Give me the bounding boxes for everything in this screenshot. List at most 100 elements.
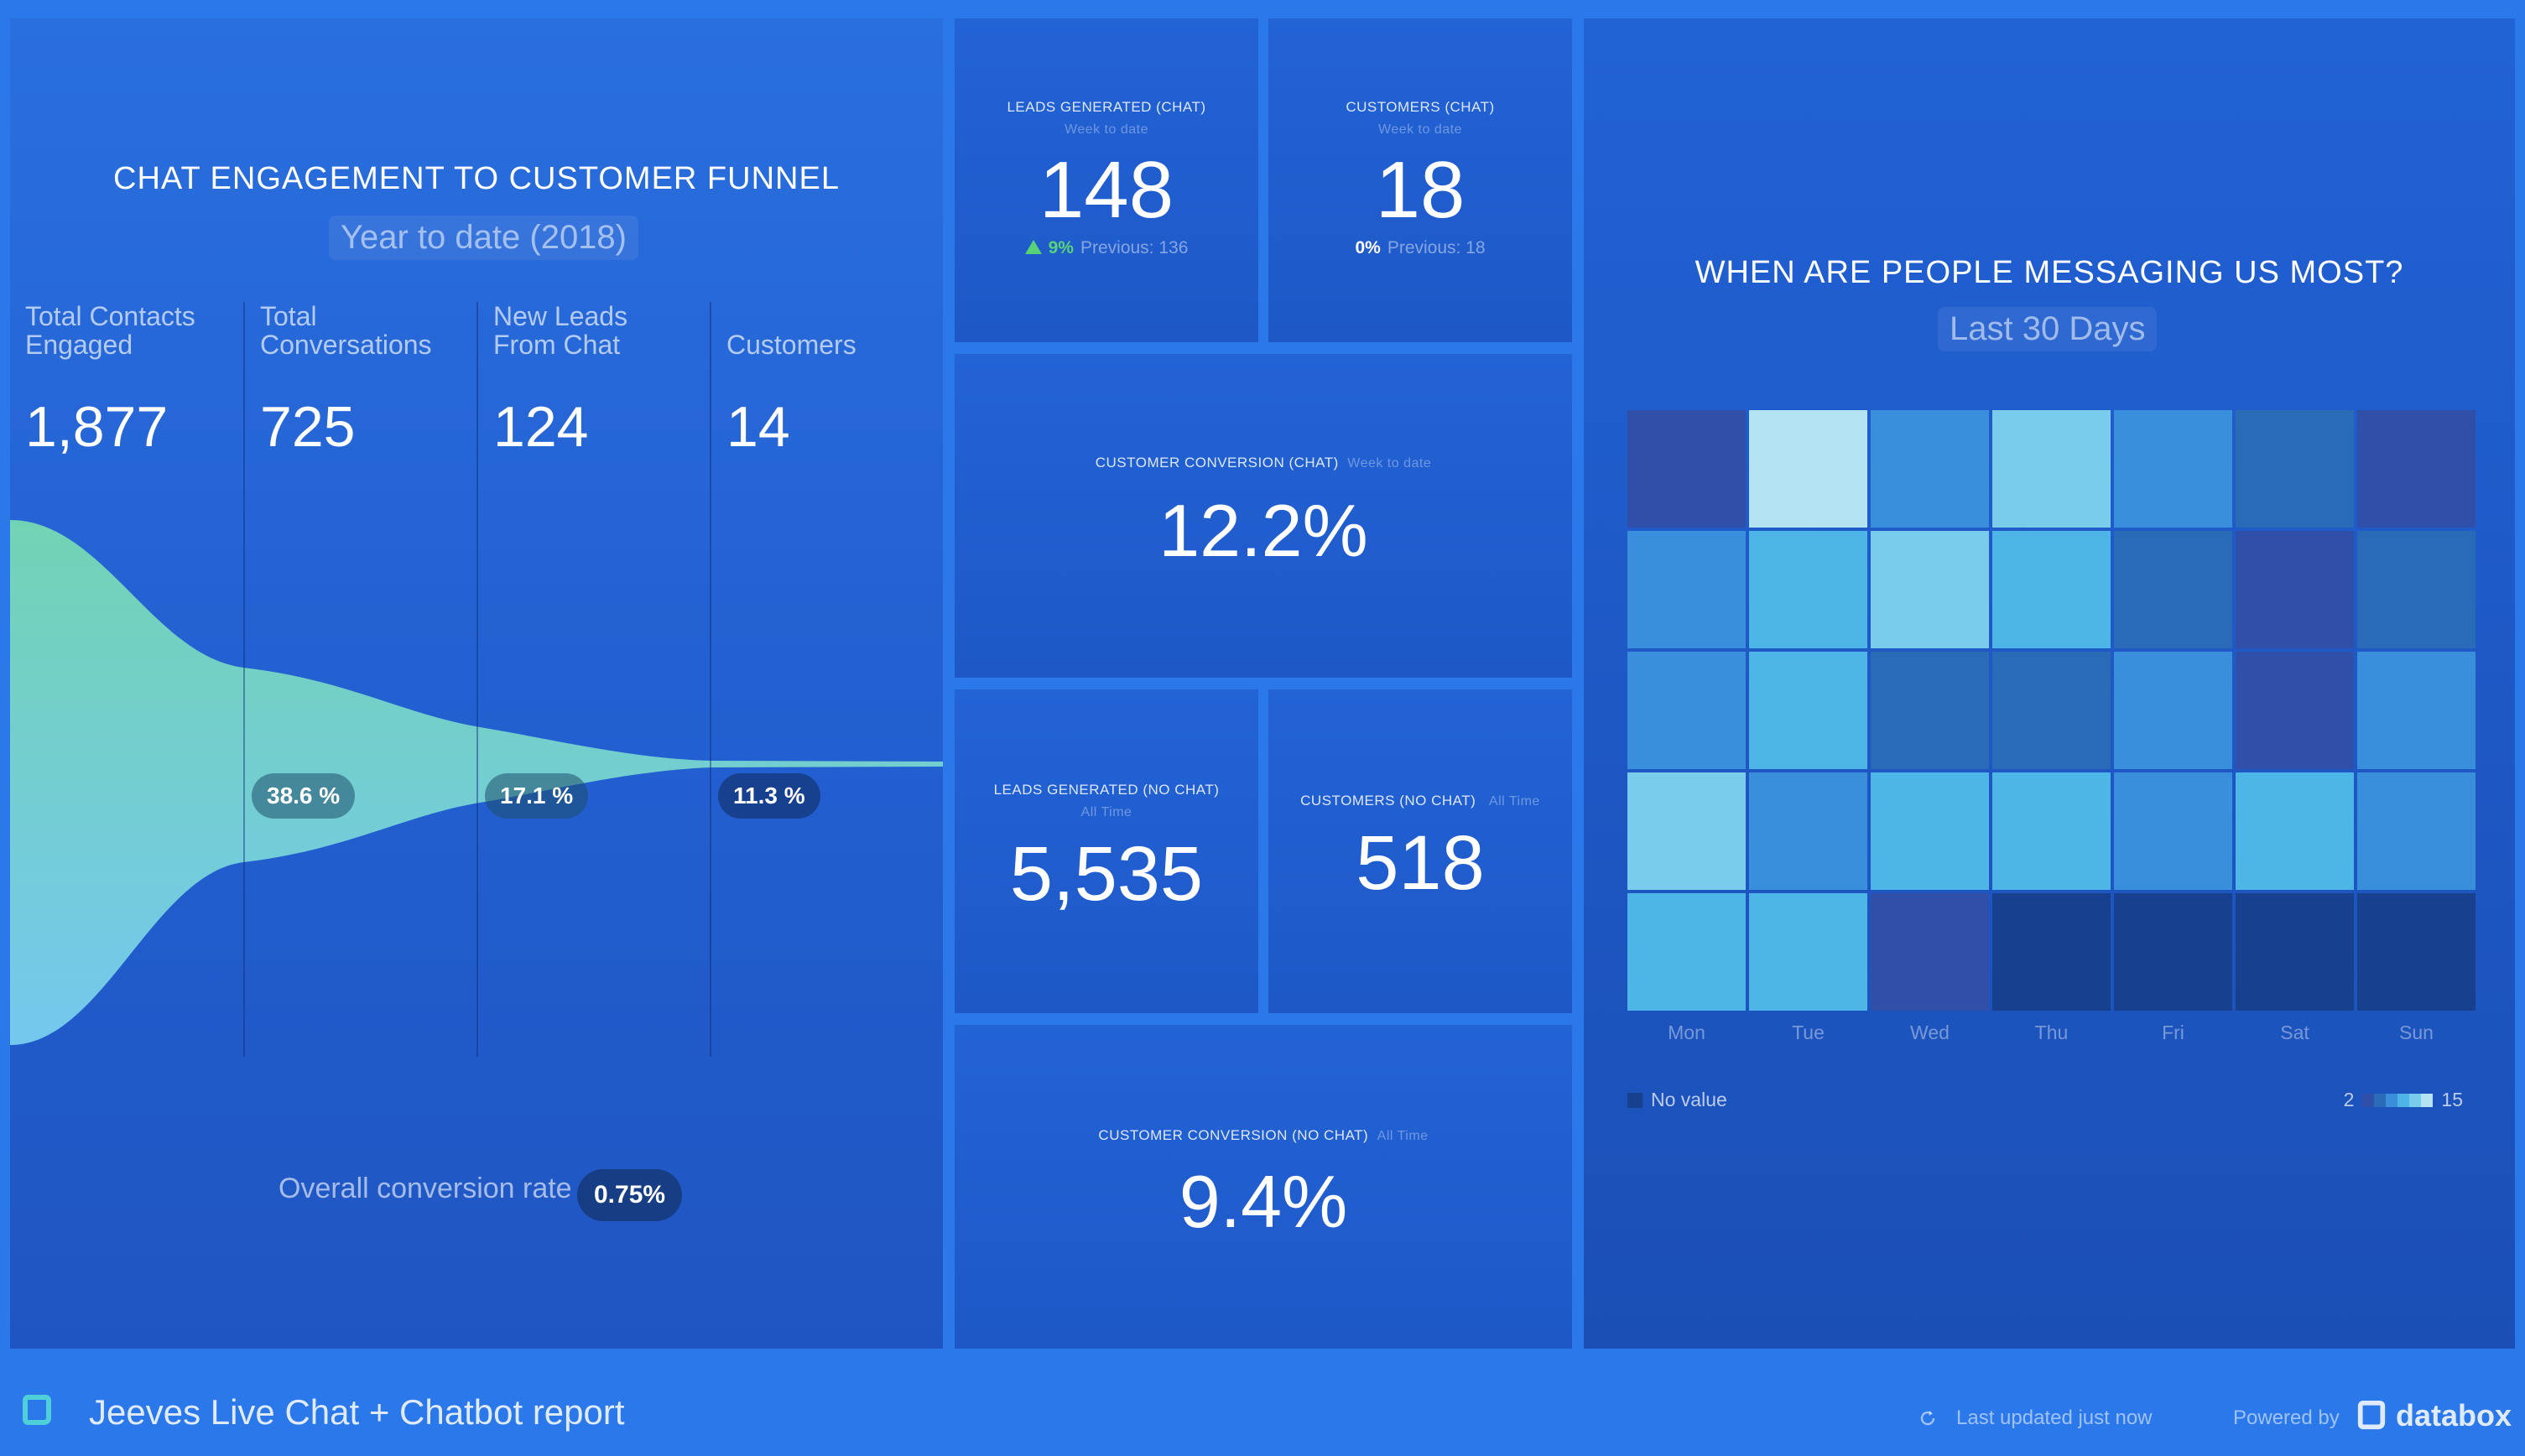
databox-logo-icon <box>23 1395 51 1425</box>
heatmap-cell <box>1749 772 1867 890</box>
stage-value: 124 <box>493 395 589 459</box>
databox-brand-link[interactable]: databox <box>2356 1398 2512 1433</box>
legend-min: 2 <box>2343 1089 2355 1110</box>
stage-value: 14 <box>726 395 790 459</box>
tile-value: 12.2% <box>1158 489 1368 572</box>
legend-scale: 2 15 <box>2344 1089 2463 1111</box>
funnel-shape <box>10 520 943 1045</box>
heatmap-cell <box>1627 652 1746 769</box>
refresh-icon[interactable] <box>1918 1408 1938 1428</box>
tile-title: CUSTOMERS (NO CHAT) All Time <box>1300 793 1540 809</box>
tile-title: LEADS GENERATED (NO CHAT) <box>993 782 1220 798</box>
no-value-swatch <box>1627 1093 1643 1108</box>
trend-up-icon <box>1024 240 1042 254</box>
legend-scale-step <box>2374 1093 2387 1107</box>
heatmap-cell <box>2357 893 2476 1011</box>
tile-customers-nochat: CUSTOMERS (NO CHAT) All Time 518 <box>1268 689 1572 1013</box>
tile-period: Week to date <box>1065 122 1148 137</box>
heatmap-cell <box>1992 652 2111 769</box>
day-label: Mon <box>1668 1022 1705 1043</box>
heatmap-panel: WHEN ARE PEOPLE MESSAGING US MOST? Last … <box>1584 18 2515 1349</box>
legend-scale-step <box>2409 1093 2422 1107</box>
day-label: Tue <box>1792 1022 1825 1043</box>
step-rate-pill: 11.3 % <box>718 773 820 819</box>
tile-value: 148 <box>1039 145 1174 235</box>
stage-value: 725 <box>260 395 356 459</box>
day-axis: Mon Tue Wed Thu Fri Sat Sun <box>1627 1022 2476 1044</box>
heatmap-cell <box>2236 772 2354 890</box>
tile-change: 0% Previous: 18 <box>1268 238 1572 258</box>
day-label: Thu <box>2034 1022 2069 1043</box>
heatmap-cell <box>2236 410 2354 528</box>
funnel-stage-conversations: Total Conversations 725 <box>243 302 432 1057</box>
tile-value: 518 <box>1356 820 1485 906</box>
tile-value: 5,535 <box>1009 831 1204 917</box>
heatmap-cell <box>2114 652 2232 769</box>
tile-leads-chat: LEADS GENERATED (CHAT) Week to date 148 … <box>955 18 1258 342</box>
tile-conversion-nochat: CUSTOMER CONVERSION (NO CHAT) All Time 9… <box>955 1025 1572 1349</box>
heatmap-cell <box>1749 893 1867 1011</box>
heatmap-cell <box>1627 410 1746 528</box>
tile-conversion-chat: CUSTOMER CONVERSION (CHAT) Week to date … <box>955 354 1572 678</box>
funnel-panel: CHAT ENGAGEMENT TO CUSTOMER FUNNEL Year … <box>10 18 943 1349</box>
stage-label: New Leads From Chat <box>493 301 628 360</box>
heatmap-cell <box>2357 531 2476 648</box>
heatmap-cell <box>1871 893 1989 1011</box>
tile-title: LEADS GENERATED (CHAT) <box>1007 99 1206 115</box>
heatmap-cell <box>2236 652 2354 769</box>
heatmap-cell <box>1871 410 1989 528</box>
heatmap-cell <box>1627 531 1746 648</box>
previous-value: Previous: 18 <box>1387 238 1486 257</box>
heatmap-cell <box>2357 410 2476 528</box>
report-title: Jeeves Live Chat + Chatbot report <box>89 1392 625 1432</box>
tile-title: CUSTOMER CONVERSION (NO CHAT) All Time <box>1098 1127 1429 1143</box>
day-label: Sun <box>2399 1022 2434 1043</box>
heatmap-subtitle: Last 30 Days <box>1938 307 2158 351</box>
funnel-subtitle: Year to date (2018) <box>329 216 638 260</box>
step-rate-pill: 38.6 % <box>252 773 356 819</box>
tile-period: All Time <box>1080 805 1132 819</box>
heatmap-cell <box>1749 531 1867 648</box>
last-updated: Last updated just now <box>1918 1407 2153 1430</box>
heatmap-cell <box>2114 893 2232 1011</box>
day-label: Wed <box>1910 1022 1950 1043</box>
previous-value: Previous: 136 <box>1080 238 1189 257</box>
heatmap-cell <box>2114 772 2232 890</box>
tile-period: All Time <box>1377 1129 1429 1143</box>
change-value: 9% <box>1048 238 1074 257</box>
heatmap-title: WHEN ARE PEOPLE MESSAGING US MOST? <box>1695 255 2404 290</box>
stage-label: Total Conversations <box>260 301 432 360</box>
tile-period: Week to date <box>1378 122 1462 137</box>
tile-period: All Time <box>1488 794 1540 809</box>
tile-value: 9.4% <box>1179 1160 1348 1243</box>
legend-scale-step <box>2421 1093 2434 1107</box>
stage-label: Total Contacts Engaged <box>25 301 195 360</box>
day-label: Sat <box>2280 1022 2309 1043</box>
overall-conversion-value: 0.75% <box>577 1169 683 1221</box>
legend-max: 15 <box>2441 1089 2463 1110</box>
heatmap-cell <box>1627 893 1746 1011</box>
legend-scale-step <box>2362 1093 2375 1107</box>
legend-scale-step <box>2397 1093 2410 1107</box>
heatmap-cell <box>2357 652 2476 769</box>
heatmap-grid <box>1627 410 2476 1011</box>
funnel-stage-leads: New Leads From Chat 124 <box>476 302 627 1057</box>
heatmap-cell <box>1871 652 1989 769</box>
heatmap-cell <box>2114 531 2232 648</box>
heatmap-cell <box>1749 652 1867 769</box>
stage-label: Customers <box>726 330 856 360</box>
heatmap-cell <box>1992 531 2111 648</box>
funnel-title: CHAT ENGAGEMENT TO CUSTOMER FUNNEL <box>113 161 840 196</box>
step-rate-pill: 17.1 % <box>485 773 589 819</box>
heatmap-cell <box>2357 772 2476 890</box>
heatmap-cell <box>1749 410 1867 528</box>
heatmap-cell <box>1871 772 1989 890</box>
stage-value: 1,877 <box>25 395 169 459</box>
legend-color-scale <box>2362 1093 2434 1107</box>
heatmap-cell <box>1992 410 2111 528</box>
legend-no-value: No value <box>1627 1089 1727 1111</box>
tile-leads-nochat: LEADS GENERATED (NO CHAT) All Time 5,535 <box>955 689 1258 1013</box>
tile-title: CUSTOMERS (CHAT) <box>1346 99 1495 115</box>
heatmap-cell <box>1627 772 1746 890</box>
tile-period: Week to date <box>1347 456 1432 471</box>
